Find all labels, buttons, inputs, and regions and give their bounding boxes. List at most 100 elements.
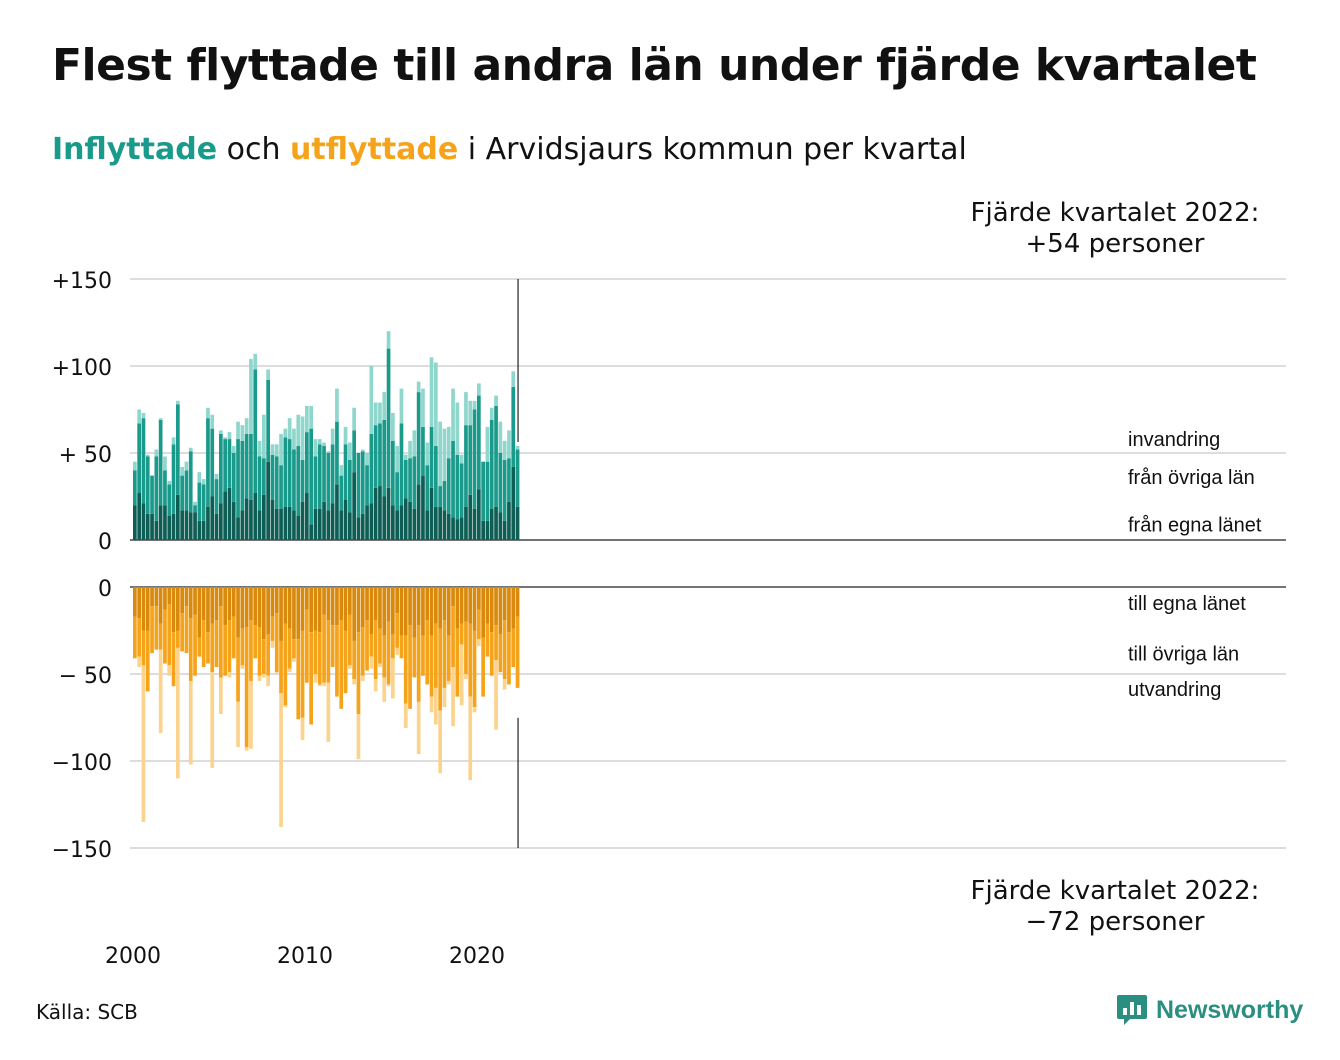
bar-outflow-segment (395, 587, 399, 614)
bar-outflow-segment (489, 587, 494, 633)
bar-inflow-segment (184, 510, 189, 540)
bar-inflow-segment (391, 440, 395, 506)
bar-outflow-segment (292, 587, 296, 640)
bar-outflow-segment (339, 587, 344, 621)
bar-inflow-segment (274, 508, 279, 540)
bar-inflow-segment (145, 454, 150, 457)
bar-outflow-segment (429, 635, 434, 697)
bar-inflow-segment (412, 430, 417, 457)
bar-inflow-segment (227, 487, 232, 540)
bar-outflow-segment (322, 587, 326, 615)
bar-outflow-segment (348, 614, 352, 666)
bar-inflow-segment (429, 357, 434, 427)
bar-inflow-segment (257, 456, 262, 511)
bar-outflow-segment (322, 682, 326, 687)
bar-inflow-segment (511, 466, 516, 540)
bar-outflow-segment (477, 639, 481, 647)
bar-outflow-segment (274, 672, 279, 674)
bar-outflow-segment (442, 620, 447, 688)
bar-outflow-segment (485, 587, 490, 624)
bar-inflow-segment (348, 512, 352, 540)
bar-outflow-segment (274, 587, 279, 614)
bar-outflow-segment (150, 587, 154, 607)
bar-outflow-segment (391, 658, 395, 699)
bar-inflow-segment (442, 510, 447, 540)
series-label-outflow: utvandring (1128, 679, 1221, 701)
bar-outflow-segment (403, 703, 408, 728)
x-tick-label: 2010 (277, 944, 333, 969)
bar-outflow-segment (494, 660, 498, 730)
bar-inflow-segment (489, 419, 494, 509)
bar-outflow-segment (498, 587, 503, 634)
bar-outflow-segment (438, 587, 442, 629)
bar-outflow-segment (206, 587, 210, 633)
bar-inflow-segment (335, 388, 339, 422)
bar-outflow-segment (408, 625, 412, 709)
bar-inflow-segment (360, 451, 365, 514)
bar-outflow-segment (468, 696, 473, 781)
bar-outflow-segment (180, 587, 184, 614)
bar-inflow-segment (416, 381, 421, 393)
bar-outflow-segment (141, 587, 146, 631)
bar-outflow-segment (305, 587, 309, 610)
bar-inflow-segment (193, 501, 197, 506)
bar-outflow-segment (395, 647, 399, 655)
bar-outflow-segment (227, 672, 232, 678)
bar-outflow-segment (171, 587, 176, 633)
newsworthy-logo[interactable]: Newsworthy (1116, 993, 1303, 1027)
bar-outflow-segment (412, 637, 417, 678)
bar-outflow-segment (309, 587, 313, 633)
source-note: Källa: SCB (36, 1000, 138, 1024)
bar-outflow-segment (335, 625, 339, 697)
bar-outflow-segment (395, 613, 399, 648)
bar-outflow-segment (292, 639, 296, 659)
bar-outflow-segment (429, 587, 434, 636)
series-label-outflow: till övriga län (1128, 643, 1239, 665)
bar-inflow-segment (193, 512, 197, 540)
bar-outflow-segment (511, 628, 516, 668)
bar-inflow-segment (154, 456, 159, 521)
bar-inflow-segment (244, 418, 249, 434)
bar-outflow-segment (434, 587, 438, 624)
bar-outflow-segment (330, 625, 335, 668)
bar-inflow-segment (429, 426, 434, 488)
bar-inflow-segment (434, 362, 438, 447)
bar-inflow-segment (382, 392, 387, 420)
bar-inflow-segment (352, 472, 356, 540)
bar-outflow-segment (369, 587, 374, 634)
bar-inflow-segment (369, 366, 374, 434)
annotation-outflow: Fjärde kvartalet 2022: −72 personer (940, 876, 1290, 938)
bar-outflow-segment (464, 621, 468, 674)
bar-inflow-segment (206, 407, 210, 419)
bar-inflow-segment (511, 386, 516, 467)
bar-outflow-segment (219, 587, 223, 607)
bar-outflow-segment (279, 693, 283, 828)
bar-outflow-segment (382, 587, 387, 636)
bar-inflow-segment (158, 419, 163, 506)
bar-inflow-segment (429, 487, 434, 540)
bar-outflow-segment (421, 635, 425, 676)
bar-inflow-segment (498, 453, 503, 513)
bar-inflow-segment (322, 446, 326, 502)
bar-inflow-segment (399, 423, 404, 506)
bar-inflow-segment (352, 407, 356, 431)
bar-inflow-segment (231, 446, 236, 453)
bar-outflow-segment (249, 587, 253, 621)
bar-inflow-segment (373, 487, 378, 540)
bar-outflow-segment (494, 587, 498, 626)
bar-inflow-segment (502, 440, 507, 460)
series-label-inflow: från egna länet (1128, 514, 1262, 536)
bar-inflow-segment (412, 456, 417, 509)
bar-inflow-segment (231, 501, 236, 540)
bar-inflow-segment (210, 428, 215, 497)
bar-outflow-segment (154, 606, 159, 650)
bar-outflow-segment (296, 639, 301, 720)
bar-inflow-segment (231, 453, 236, 502)
bar-inflow-segment (240, 510, 245, 540)
bar-outflow-segment (231, 587, 236, 617)
bar-inflow-segment (339, 510, 344, 540)
bar-inflow-segment (274, 456, 279, 509)
bar-inflow-segment (425, 465, 430, 511)
bar-outflow-segment (193, 614, 197, 676)
annotation-inflow: Fjärde kvartalet 2022: +54 personer (940, 198, 1290, 260)
